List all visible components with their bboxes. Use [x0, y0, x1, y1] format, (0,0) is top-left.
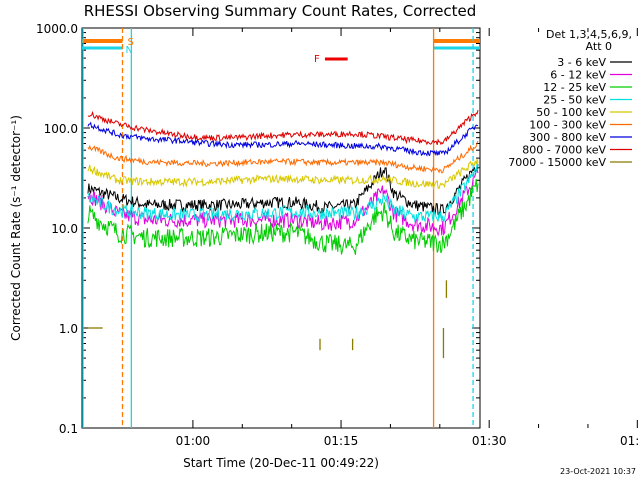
x-tick-label: 01:15	[324, 434, 359, 448]
series-line	[87, 140, 479, 174]
y-tick-label: 0.1	[59, 422, 78, 436]
series-line	[87, 178, 479, 255]
series-line	[87, 121, 479, 157]
legend-entry-label: 100 - 300 keV	[529, 119, 606, 132]
flare-flag-label: F	[314, 54, 320, 65]
legend-header-attenuator: Att 0	[586, 40, 612, 53]
generation-timestamp: 23-Oct-2021 10:37	[560, 467, 636, 476]
series-layer	[87, 109, 479, 359]
orbit-flags: SN F	[82, 28, 480, 428]
legend-entry-label: 12 - 25 keV	[543, 81, 606, 94]
series-line	[87, 167, 479, 237]
series-line	[87, 109, 479, 146]
saa-flag-label: S	[127, 37, 133, 48]
y-tick-label: 1000.0	[36, 22, 78, 36]
legend-entry-label: 6 - 12 keV	[550, 69, 606, 82]
legend-entry-label: 7000 - 15000 keV	[508, 156, 606, 169]
y-axis-label: Corrected Count Rate (s⁻¹ detector⁻¹)	[9, 115, 23, 341]
x-tick-label: 01:00	[176, 434, 211, 448]
legend-entry-label: 300 - 800 keV	[529, 131, 606, 144]
x-tick-label: 01:45	[620, 434, 640, 448]
x-tick-label: 01:30	[472, 434, 507, 448]
chart-title: RHESSI Observing Summary Count Rates, Co…	[84, 2, 477, 20]
night-flag-label: N	[125, 45, 132, 56]
y-axis: 0.1 1.0 10.0 100.0 1000.0	[36, 22, 480, 436]
series-line	[87, 158, 479, 191]
legend-entry-label: 50 - 100 keV	[536, 106, 606, 119]
y-tick-label: 100.0	[44, 122, 78, 136]
x-axis-label: Start Time (20-Dec-11 00:49:22)	[183, 456, 379, 470]
legend-header-detectors: Det 1,3,4,5,6,9,	[546, 28, 632, 41]
legend-entry-label: 800 - 7000 keV	[522, 144, 606, 157]
series-line	[87, 163, 479, 224]
legend-entry-label: 25 - 50 keV	[543, 94, 606, 107]
y-tick-label: 10.0	[51, 222, 78, 236]
y-tick-label: 1.0	[59, 322, 78, 336]
legend-entry-label: 3 - 6 keV	[557, 56, 606, 69]
